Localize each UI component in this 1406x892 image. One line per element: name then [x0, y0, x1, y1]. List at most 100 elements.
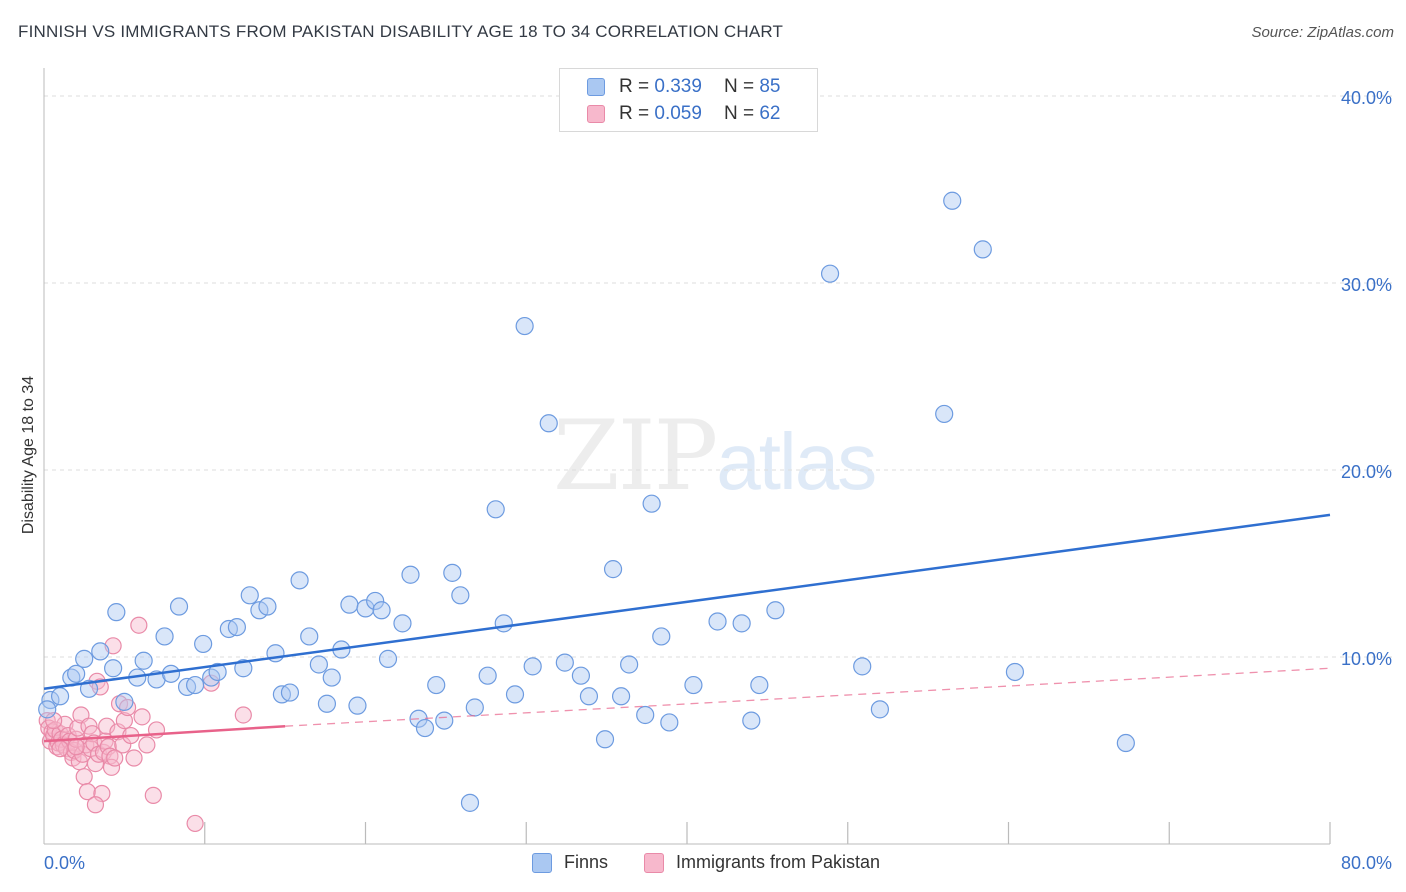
finns-point [820, 264, 840, 283]
legend-row-pakistan: R = 0.059 N = 62 [560, 101, 780, 127]
finns-point [107, 603, 126, 622]
finns-point [660, 713, 679, 732]
pakistan-swatch [587, 105, 605, 123]
finns-point [943, 191, 962, 210]
watermark-zip: ZIP [553, 400, 718, 512]
grid-lines [44, 95, 1392, 658]
finns-point [340, 595, 359, 614]
tick-labels: 10.0% 20.0% 30.0% 40.0% 0.0% 80.0% [44, 88, 1392, 873]
r-value: 0.339 [654, 76, 702, 97]
finns-point [708, 612, 727, 631]
finns-point [38, 700, 57, 719]
r-label: R = [619, 76, 650, 97]
finns-point [75, 649, 94, 668]
finns-point [372, 601, 391, 620]
pakistan-point [51, 740, 69, 758]
pakistan-point [133, 708, 151, 726]
finns-point [240, 586, 259, 605]
watermark: ZIPatlas [553, 400, 877, 512]
finns-point [91, 642, 110, 661]
finns-point [684, 675, 703, 695]
finns-point [258, 597, 277, 616]
finns-point [317, 694, 337, 713]
finns-point [194, 634, 213, 654]
finns-point [356, 599, 375, 618]
finns-point [435, 711, 454, 730]
finns-point [486, 500, 505, 519]
correlation-legend: R = 0.339 N = 85 R = 0.059 N = 62 [559, 68, 818, 132]
series-legend: Finns Immigrants from Pakistan [0, 852, 1406, 878]
finns-point [234, 659, 253, 678]
finns-point [186, 675, 205, 695]
pakistan-point [118, 698, 137, 717]
finns-legend-swatch [532, 852, 552, 873]
finns-point [620, 655, 639, 674]
x-tick-label: 80.0% [1341, 853, 1392, 873]
pakistan-points [38, 616, 252, 833]
y-tick-label: 20.0% [1341, 462, 1392, 482]
pakistan-point [67, 738, 85, 756]
n-label: N = [723, 103, 755, 124]
finns-point [579, 687, 599, 706]
finns-point [973, 240, 992, 259]
finns-point [161, 664, 181, 683]
pakistan-legend-swatch [644, 852, 664, 873]
finns-point [443, 563, 462, 582]
finns-point [169, 597, 189, 616]
finns-point [460, 793, 480, 812]
finns-point [366, 591, 385, 611]
finns-point [515, 316, 534, 336]
finns-point [870, 700, 890, 719]
finns-point [378, 649, 398, 668]
finns-point [208, 662, 227, 682]
finns-point [555, 653, 574, 672]
finns-point [348, 696, 367, 715]
y-tick-label: 30.0% [1341, 275, 1392, 295]
finns-trend-line [43, 513, 1331, 691]
finns-point [451, 586, 470, 605]
legend-item-pakistan: Immigrants from Pakistan [644, 852, 880, 873]
pakistan-point [45, 711, 63, 730]
trend-lines [43, 513, 1331, 743]
x-tick-label: 0.0% [44, 853, 85, 873]
finns-point [595, 730, 615, 749]
finns-swatch [587, 78, 605, 96]
finns-point [853, 657, 872, 676]
finns-point [935, 404, 954, 424]
finns-point [642, 494, 661, 513]
finns-point [67, 664, 86, 683]
pakistan-point [56, 715, 74, 733]
legend-item-finns: Finns [532, 852, 608, 873]
finns-point [227, 617, 246, 637]
legend-label-finns: Finns [564, 852, 609, 872]
pakistan-point [75, 768, 93, 786]
finns-point [750, 675, 769, 695]
y-tick-label: 10.0% [1341, 649, 1392, 669]
finns-point [494, 614, 513, 633]
finns-point [280, 683, 300, 702]
finns-point [766, 601, 785, 620]
y-tick-label: 40.0% [1341, 88, 1392, 108]
finns-point [611, 687, 631, 706]
n-value: 62 [759, 103, 781, 124]
finns-point [415, 718, 435, 738]
pakistan-point [125, 749, 143, 767]
finns-point [104, 659, 123, 678]
finns-point [290, 571, 309, 590]
finns-point [478, 666, 497, 685]
finns-point [300, 627, 319, 646]
finns-point [465, 698, 484, 717]
finns-point [732, 614, 751, 633]
finns-point [539, 414, 558, 433]
finns-point [79, 679, 99, 698]
n-value: 85 [759, 76, 781, 97]
finns-point [636, 705, 655, 725]
legend-row-finns: R = 0.339 N = 85 [560, 74, 780, 100]
finns-point [603, 560, 623, 579]
finns-point [155, 627, 174, 646]
finns-point [505, 685, 525, 704]
pakistan-point [78, 783, 97, 801]
chart-title: FINNISH VS IMMIGRANTS FROM PAKISTAN DISA… [18, 22, 784, 41]
pakistan-point [115, 711, 133, 730]
